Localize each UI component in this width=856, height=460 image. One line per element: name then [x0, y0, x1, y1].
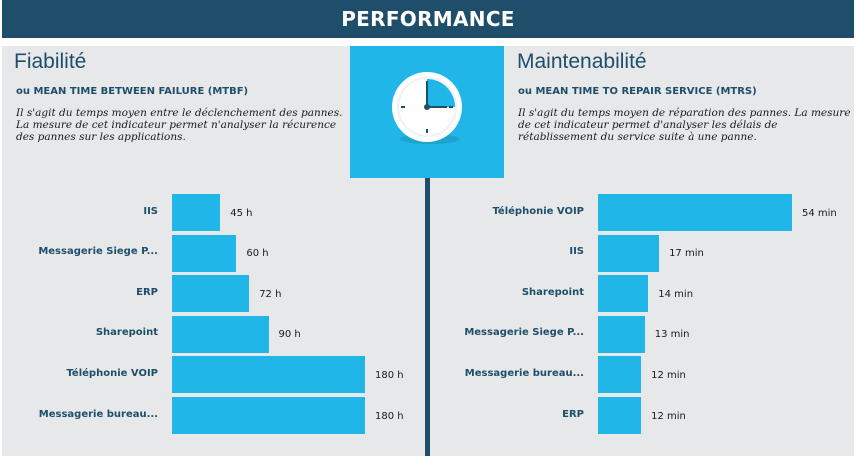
value-label: 60 h: [246, 248, 269, 260]
clock-tile: [350, 46, 504, 178]
category-label: Téléphonie VOIP: [66, 367, 158, 379]
value-label: 45 h: [230, 207, 253, 219]
bar: [172, 234, 237, 272]
value-label: 180 h: [375, 410, 404, 422]
value-label: 17 min: [669, 248, 704, 260]
bar: [172, 397, 365, 434]
center-divider: [425, 178, 430, 456]
right-section-title: Maintenabilité: [517, 50, 647, 73]
category-label: IIS: [569, 246, 584, 258]
bar: [598, 194, 792, 231]
bar: [598, 275, 649, 313]
category-label: Messagerie bureau...: [464, 367, 584, 379]
category-label: Messagerie Siege P...: [464, 327, 584, 339]
bar: [598, 315, 645, 353]
clock-icon: [392, 72, 462, 144]
bar: [172, 315, 269, 353]
left-section-subtitle: ou MEAN TIME BETWEEN FAILURE (MTBF): [16, 86, 249, 97]
value-label: 72 h: [259, 288, 282, 300]
bar: [598, 234, 660, 272]
value-label: 54 min: [802, 207, 837, 219]
header-banner: PERFORMANCE: [2, 0, 854, 38]
value-label: 180 h: [375, 369, 404, 381]
bar: [172, 356, 365, 394]
right-section-subtitle: ou MEAN TIME TO REPAIR SERVICE (MTRS): [518, 86, 757, 97]
category-label: Sharepoint: [521, 286, 584, 298]
category-label: Sharepoint: [95, 327, 158, 339]
category-label: Messagerie bureau...: [38, 408, 158, 420]
value-label: 90 h: [278, 329, 301, 341]
value-label: 12 min: [651, 369, 686, 381]
value-label: 12 min: [651, 410, 686, 422]
category-label: Téléphonie VOIP: [492, 205, 584, 217]
category-label: Messagerie Siege P...: [38, 246, 158, 258]
left-section-description: Il s'agit du temps moyen entre le déclen…: [16, 107, 343, 143]
category-label: IIS: [143, 205, 158, 217]
bar: [172, 194, 221, 231]
bar: [172, 275, 250, 313]
left-section-title: Fiabilité: [14, 50, 87, 73]
right-section-description: Il s'agit du temps moyen de réparation d…: [518, 107, 851, 143]
bar: [598, 397, 642, 434]
page-title: PERFORMANCE: [341, 7, 515, 31]
bar: [598, 356, 642, 394]
value-label: 14 min: [658, 288, 694, 300]
category-label: ERP: [562, 408, 584, 420]
value-label: 13 min: [654, 329, 690, 341]
category-label: ERP: [136, 286, 158, 298]
